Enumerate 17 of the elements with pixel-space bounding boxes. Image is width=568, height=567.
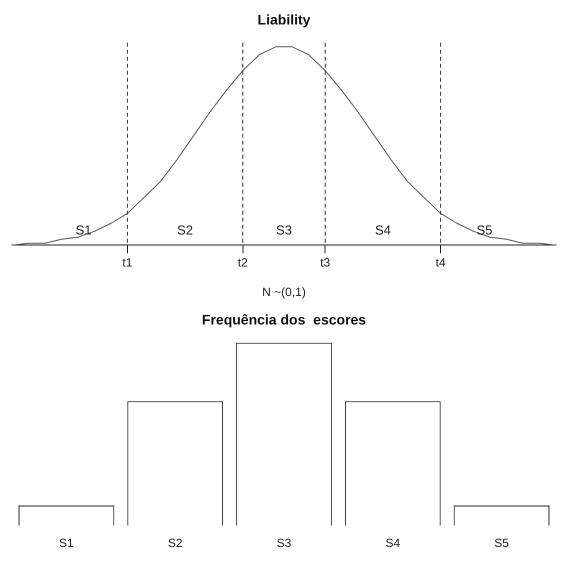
x-tick-label: S1 xyxy=(59,536,74,550)
x-tick-label: t3 xyxy=(320,256,331,270)
annotation: S1 xyxy=(76,222,92,238)
annotation: S2 xyxy=(177,222,194,238)
x-tick-label: S3 xyxy=(276,536,292,550)
x-axis-title: N ~(0,1) xyxy=(262,285,306,300)
x-tick-label: S5 xyxy=(494,536,510,550)
x-tick-label: t4 xyxy=(436,256,446,270)
annotation: S5 xyxy=(476,222,492,238)
x-tick-label: t1 xyxy=(122,256,133,270)
chart-title: Liability xyxy=(258,11,311,28)
x-tick-label: t2 xyxy=(238,256,248,270)
chart-title: Frequência dos escores xyxy=(202,311,366,328)
x-tick-label: S2 xyxy=(168,536,183,550)
x-tick-label: S4 xyxy=(385,536,400,550)
annotation: S3 xyxy=(276,222,292,238)
annotation: S4 xyxy=(374,222,391,238)
